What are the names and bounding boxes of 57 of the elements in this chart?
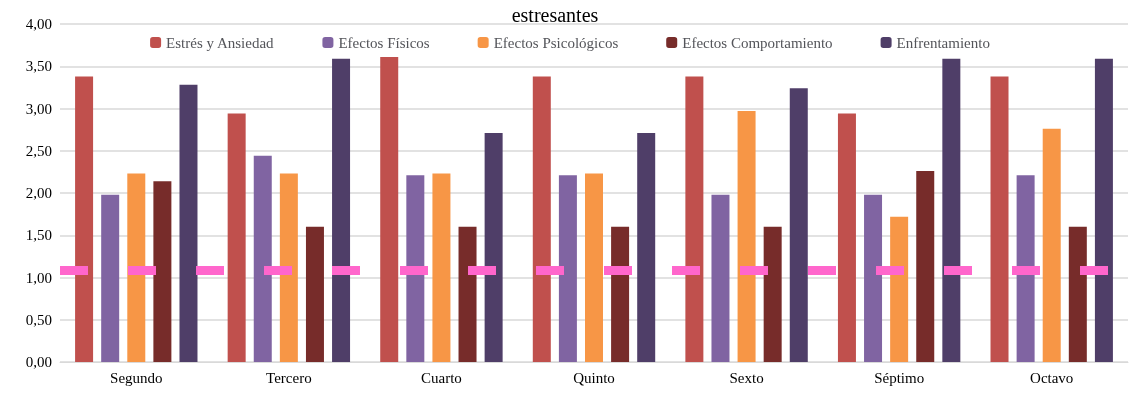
- x-tick-label: Octavo: [1030, 369, 1074, 386]
- x-tick-label: Segundo: [110, 369, 163, 386]
- bar: [279, 173, 298, 362]
- bar: [558, 175, 577, 362]
- bar: [332, 58, 351, 362]
- y-tick-label: 0,50: [25, 311, 52, 328]
- legend-label: Estrés y Ansiedad: [166, 34, 275, 51]
- bar: [227, 113, 246, 362]
- bar: [890, 216, 909, 362]
- y-tick-label: 2,00: [25, 185, 52, 201]
- bar: [75, 76, 94, 362]
- bar: [837, 113, 856, 362]
- y-tick-label: 3,50: [25, 58, 52, 75]
- legend-label: Efectos Psicológicos: [493, 34, 619, 51]
- bar: [990, 76, 1009, 362]
- bar: [432, 173, 451, 362]
- legend-label: Enfrentamiento: [896, 34, 990, 51]
- bar: [380, 56, 399, 362]
- y-tick-label: 4,00: [25, 16, 52, 32]
- bar: [101, 194, 120, 362]
- bar: [153, 181, 172, 362]
- bar: [532, 76, 551, 362]
- legend-label: Efectos Comportamiento: [682, 34, 833, 51]
- bar: [1068, 226, 1087, 362]
- bar: [916, 171, 935, 362]
- bar: [637, 133, 656, 362]
- chart-title: estresantes: [511, 4, 599, 26]
- bar: [685, 76, 704, 362]
- bar: [484, 133, 503, 362]
- bar: [1094, 58, 1113, 362]
- bar: [305, 226, 324, 362]
- x-tick-label: Quinto: [573, 369, 615, 386]
- x-tick-label: Tercero: [266, 369, 312, 386]
- bar: [458, 226, 477, 362]
- bar: [253, 155, 272, 362]
- bar: [179, 84, 198, 362]
- y-tick-label: 1,00: [25, 269, 52, 286]
- bar: [127, 173, 146, 362]
- bar: [942, 58, 961, 362]
- y-tick-label: 1,50: [25, 227, 52, 244]
- y-tick-label: 3,00: [25, 100, 52, 117]
- x-tick-label: Sexto: [729, 369, 764, 386]
- bar: [1042, 128, 1061, 362]
- bar: [737, 111, 756, 362]
- bar: [711, 194, 730, 362]
- x-tick-label: Cuarto: [421, 369, 462, 386]
- legend-label: Efectos Físicos: [338, 34, 430, 51]
- bar: [763, 226, 782, 362]
- x-tick-label: Séptimo: [874, 369, 925, 386]
- bar: [789, 88, 808, 362]
- bar: [406, 175, 425, 362]
- bar: [1016, 175, 1035, 362]
- y-tick-label: 0,00: [25, 354, 52, 370]
- bar: [611, 226, 630, 362]
- y-tick-label: 2,50: [25, 142, 52, 159]
- bar: [585, 173, 603, 362]
- bar: [864, 194, 883, 362]
